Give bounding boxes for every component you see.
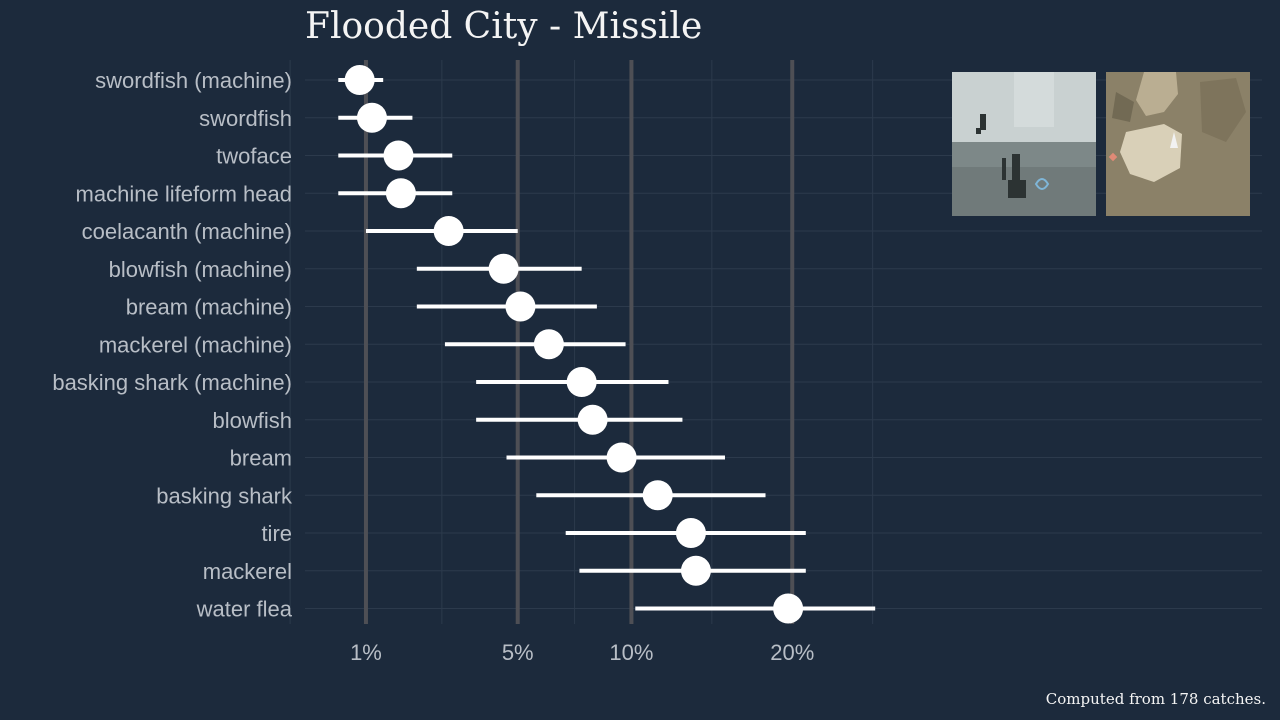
data-point xyxy=(488,253,519,284)
map-screenshot-thumbnail xyxy=(1106,72,1250,216)
category-label: swordfish xyxy=(199,106,292,131)
data-point xyxy=(577,404,608,435)
game-screenshot-image xyxy=(952,72,1096,216)
data-point xyxy=(675,518,706,548)
category-labels: swordfish (machine) swordfish twoface machi… xyxy=(52,68,293,622)
category-label: mackerel xyxy=(203,559,292,584)
category-label: swordfish (machine) xyxy=(95,68,292,93)
data-point xyxy=(533,329,564,360)
category-label: twoface xyxy=(216,144,292,169)
category-label: basking shark (machine) xyxy=(52,370,292,395)
data-point xyxy=(566,367,597,397)
data-point xyxy=(505,291,536,322)
data-point xyxy=(385,178,416,209)
category-label: coelacanth (machine) xyxy=(82,219,292,244)
x-tick-labels: 1% 5% 10% 20% xyxy=(350,640,814,665)
x-tick-label: 1% xyxy=(350,640,382,665)
category-label: bream xyxy=(230,446,292,471)
data-point xyxy=(773,593,804,624)
chart-title: Flooded City - Missile xyxy=(305,6,703,47)
game-screenshot-thumbnail xyxy=(952,72,1096,216)
category-label: bream (machine) xyxy=(126,295,292,320)
category-label: mackerel (machine) xyxy=(99,332,292,357)
category-label: basking shark xyxy=(156,483,293,508)
data-point xyxy=(642,480,673,511)
data-point xyxy=(383,140,414,171)
chart-caption: Computed from 178 catches. xyxy=(1045,690,1266,708)
x-tick-label: 5% xyxy=(502,640,534,665)
x-tick-label: 20% xyxy=(770,640,814,665)
category-label: machine lifeform head xyxy=(76,181,292,206)
category-label: blowfish xyxy=(213,408,292,433)
category-label: water flea xyxy=(196,597,293,622)
data-point xyxy=(344,65,375,95)
category-label: tire xyxy=(261,521,292,546)
data-point xyxy=(433,216,464,246)
data-point xyxy=(356,102,387,133)
data-marks xyxy=(338,65,876,624)
x-tick-label: 10% xyxy=(609,640,653,665)
data-point xyxy=(606,442,637,473)
category-label: blowfish (machine) xyxy=(109,257,292,282)
data-point xyxy=(680,555,711,586)
map-screenshot-image xyxy=(1106,72,1250,216)
